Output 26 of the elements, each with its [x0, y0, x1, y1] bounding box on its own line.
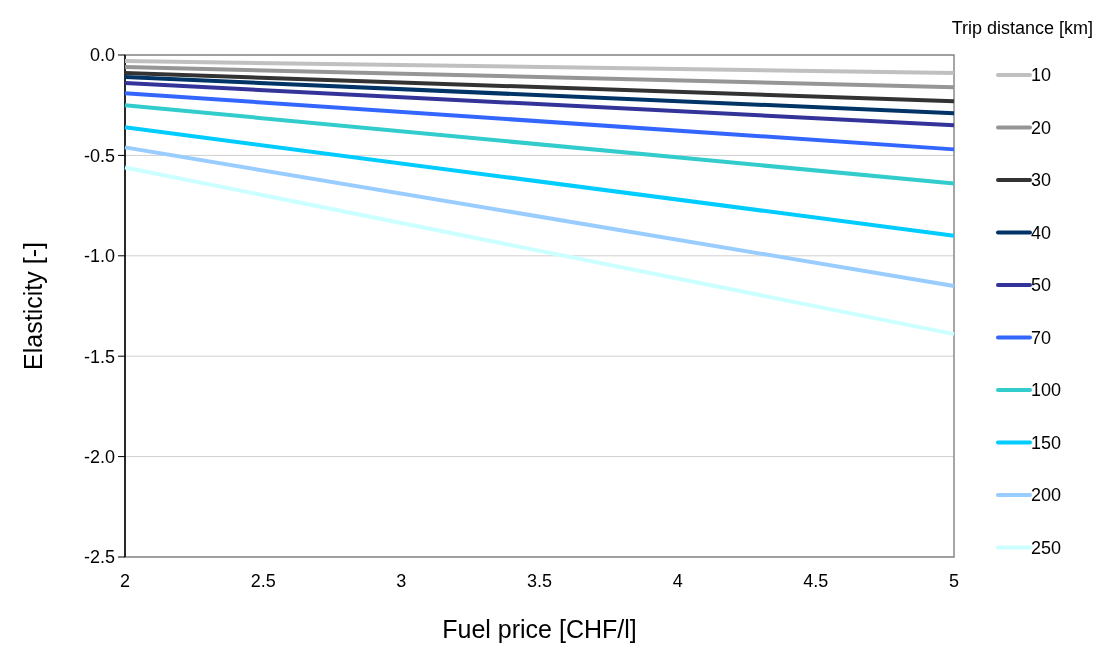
y-axis-title: Elasticity [-] [19, 242, 47, 370]
x-tick-label: 3 [396, 571, 407, 591]
x-tick-label: 3.5 [526, 571, 553, 591]
x-tick-label: 2 [119, 571, 131, 591]
legend-label: 100 [1031, 380, 1062, 401]
x-tick-label: 5 [948, 571, 960, 591]
y-tick-label: 0.0 [89, 45, 115, 66]
legend-label: 50 [1031, 275, 1052, 296]
legend-label: 30 [1031, 170, 1052, 191]
x-tick-label: 2.5 [250, 571, 276, 591]
x-tick-label: 4.5 [803, 571, 829, 591]
legend-title: Trip distance [km] [951, 18, 1093, 38]
legend-label: 200 [1031, 485, 1062, 506]
y-tick-label: -0.5 [83, 145, 115, 166]
legend-label: 150 [1031, 432, 1062, 453]
legend-label: 250 [1031, 537, 1062, 558]
legend-label: 20 [1031, 117, 1052, 138]
legend-label: 70 [1031, 327, 1052, 348]
y-tick-label: -2.5 [83, 547, 115, 568]
y-tick-label: -2.0 [83, 446, 115, 467]
y-tick-label: -1.5 [83, 346, 115, 367]
legend-label: 40 [1031, 222, 1052, 243]
legend-label: 10 [1031, 65, 1052, 86]
x-tick-label: 4 [672, 571, 683, 591]
y-tick-label: -1.0 [83, 246, 115, 267]
x-axis-title: Fuel price [CHF/l] [442, 615, 637, 643]
